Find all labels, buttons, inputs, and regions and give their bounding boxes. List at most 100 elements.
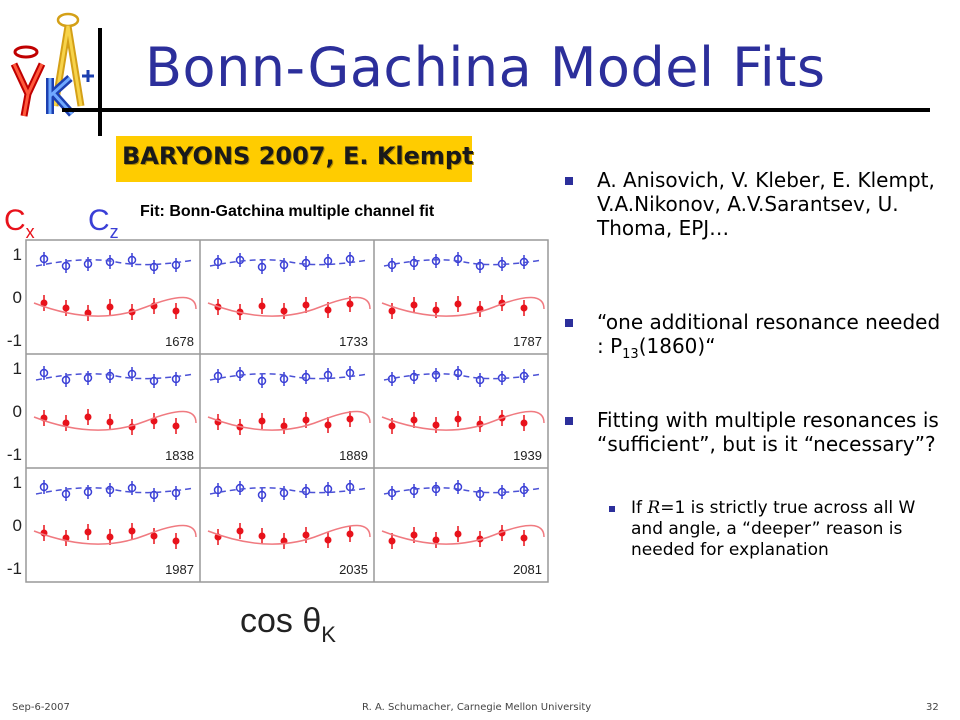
panel-energy-label: 1838 xyxy=(165,448,194,463)
cz-fit-curve xyxy=(383,487,543,495)
cz-point xyxy=(61,261,71,271)
cz-point xyxy=(301,372,311,382)
sub-bullet-square-icon xyxy=(609,506,615,512)
cz-point xyxy=(213,371,223,381)
cx-fit-curve xyxy=(207,410,371,431)
bullet-square-icon xyxy=(565,319,573,327)
bullet-resonance: “one additional resonance needed : P13(1… xyxy=(565,310,945,367)
cz-label: Cz xyxy=(88,204,119,242)
cz-point xyxy=(235,483,245,493)
cx-point xyxy=(520,419,528,427)
cz-point xyxy=(453,482,463,492)
cz-fit-curve xyxy=(35,259,195,267)
cz-point xyxy=(431,256,441,266)
cx-point xyxy=(410,301,418,309)
cz-point xyxy=(39,368,49,378)
cz-point xyxy=(409,258,419,268)
cx-fit-curve xyxy=(381,296,545,317)
reference-badge-text: BARYONS 2007, E. Klempt xyxy=(122,142,474,170)
cz-point xyxy=(61,489,71,499)
cz-point xyxy=(475,489,485,499)
cz-point xyxy=(171,260,181,270)
y-tick-label: 0 xyxy=(13,288,22,307)
cx-point xyxy=(106,533,114,541)
cz-point xyxy=(409,372,419,382)
cx-point xyxy=(106,418,114,426)
panel-energy-label: 1987 xyxy=(165,562,194,577)
cz-point xyxy=(431,370,441,380)
cx-point xyxy=(454,530,462,538)
cz-point xyxy=(453,368,463,378)
panel-energy-label: 2035 xyxy=(339,562,368,577)
cz-point xyxy=(127,369,137,379)
cx-point xyxy=(258,532,266,540)
cz-fit-curve xyxy=(209,487,369,495)
cx-point xyxy=(324,536,332,544)
cz-point xyxy=(431,484,441,494)
panel-energy-label: 1787 xyxy=(513,334,542,349)
panel-energy-label: 1939 xyxy=(513,448,542,463)
cz-point xyxy=(61,375,71,385)
cx-point xyxy=(520,304,528,312)
panel-energy-label: 1889 xyxy=(339,448,368,463)
cx-point xyxy=(324,421,332,429)
cz-point xyxy=(213,485,223,495)
cz-fit-curve xyxy=(35,487,195,495)
cz-point xyxy=(323,484,333,494)
cx-point xyxy=(302,416,310,424)
cx-point xyxy=(106,303,114,311)
cx-point xyxy=(388,537,396,545)
cz-point xyxy=(301,486,311,496)
footer-date: Sep-6-2007 xyxy=(12,702,70,713)
cz-fit-curve xyxy=(35,373,195,381)
y-tick-label: -1 xyxy=(7,331,22,350)
cx-point xyxy=(150,532,158,540)
cz-point xyxy=(323,256,333,266)
cz-point xyxy=(257,376,267,386)
bullet-square-icon xyxy=(565,177,573,185)
panel-energy-label: 2081 xyxy=(513,562,542,577)
cx-point xyxy=(62,419,70,427)
cx-point xyxy=(346,530,354,538)
title-horizontal-rule xyxy=(62,108,930,112)
cx-point xyxy=(410,416,418,424)
cz-point xyxy=(149,490,159,500)
slide-title: Bonn-Gachina Model Fits xyxy=(145,36,826,99)
figure-caption: Fit: Bonn-Gatchina multiple channel fit xyxy=(140,203,435,220)
panel-energy-label: 1733 xyxy=(339,334,368,349)
gamma-kplus-logo xyxy=(10,12,94,117)
cx-point xyxy=(172,537,180,545)
cz-point xyxy=(127,483,137,493)
reference-badge xyxy=(116,136,472,182)
cx-point xyxy=(302,301,310,309)
y-tick-label: 0 xyxy=(13,516,22,535)
cx-point xyxy=(324,306,332,314)
cz-point xyxy=(127,255,137,265)
y-tick-label: 1 xyxy=(13,245,22,264)
cx-fit-curve xyxy=(33,296,197,317)
cx-point xyxy=(302,531,310,539)
x-axis-label: cos θK xyxy=(240,602,336,647)
title-vertical-rule xyxy=(98,28,102,136)
cx-point xyxy=(520,534,528,542)
cx-point xyxy=(40,299,48,307)
cx-point xyxy=(432,421,440,429)
cz-point xyxy=(301,258,311,268)
cx-fit-curve xyxy=(207,296,371,317)
cz-point xyxy=(409,486,419,496)
cx-point xyxy=(172,422,180,430)
cz-point xyxy=(323,370,333,380)
bullet-question: Fitting with multiple resonances is “suf… xyxy=(565,408,945,456)
cz-point xyxy=(213,257,223,267)
cx-point xyxy=(280,422,288,430)
cz-point xyxy=(171,374,181,384)
cx-point xyxy=(346,300,354,308)
cz-point xyxy=(235,255,245,265)
cx-point xyxy=(236,527,244,535)
cz-point xyxy=(475,375,485,385)
cx-fit-curve xyxy=(381,410,545,431)
cz-point xyxy=(475,261,485,271)
cz-point xyxy=(171,488,181,498)
cx-point xyxy=(172,307,180,315)
cx-point xyxy=(258,417,266,425)
